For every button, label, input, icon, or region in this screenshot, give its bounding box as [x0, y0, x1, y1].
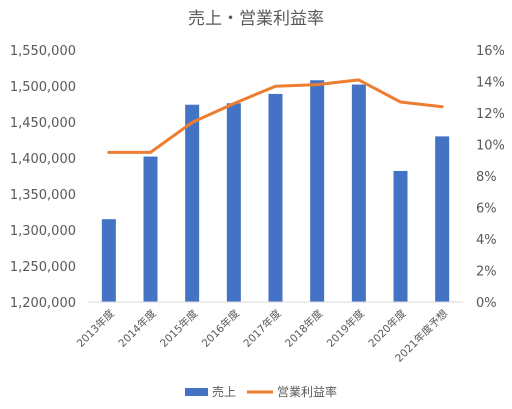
bar — [185, 104, 200, 302]
x-tick-label: 2015年度 — [157, 307, 200, 350]
legend: 売上 営業利益率 — [185, 384, 337, 399]
left-tick-label: 1,450,000 — [10, 116, 76, 131]
bar — [393, 170, 408, 302]
profit-margin-line — [107, 78, 444, 154]
bar — [435, 136, 450, 302]
left-tick-label: 1,300,000 — [10, 224, 76, 239]
left-tick-label: 1,350,000 — [10, 188, 76, 203]
left-tick-label: 1,500,000 — [10, 80, 76, 95]
left-tick-label: 1,250,000 — [10, 260, 76, 275]
legend-label-margin: 営業利益率 — [277, 384, 337, 399]
x-tick-label: 2020年度 — [366, 307, 409, 350]
left-axis: 1,200,000 1,250,000 1,300,000 1,350,000 1,40… — [10, 44, 76, 311]
x-tick-label: 2017年度 — [241, 307, 284, 350]
right-tick-label: 4% — [476, 233, 497, 248]
right-axis: 0% 2% 4% 6% 8% 10% 12% 14% 16% — [476, 44, 505, 311]
right-tick-label: 0% — [476, 296, 497, 311]
bar — [351, 84, 366, 302]
right-tick-label: 10% — [476, 139, 505, 154]
bar — [268, 93, 283, 302]
x-tick-label: 2016年度 — [199, 307, 242, 350]
bar — [226, 103, 241, 302]
right-tick-label: 14% — [476, 76, 505, 91]
right-tick-label: 16% — [476, 44, 505, 59]
line-series — [107, 78, 444, 154]
x-axis: 2013年度 2014年度 2015年度 2016年度 2017年度 2018年度 2019… — [74, 307, 450, 365]
bar-series — [101, 80, 450, 303]
bar — [101, 219, 116, 302]
bar — [143, 156, 158, 302]
right-tick-label: 6% — [476, 202, 497, 217]
x-tick-label: 2014年度 — [116, 307, 159, 350]
x-tick-label: 2019年度 — [324, 307, 367, 350]
legend-label-sales: 売上 — [212, 384, 236, 399]
left-tick-label: 1,200,000 — [10, 296, 76, 311]
bar — [310, 80, 325, 303]
legend-swatch-sales — [185, 388, 208, 396]
right-tick-label: 8% — [476, 170, 497, 185]
right-tick-label: 12% — [476, 107, 505, 122]
left-tick-label: 1,400,000 — [10, 152, 76, 167]
left-tick-label: 1,550,000 — [10, 44, 76, 59]
x-tick-label: 2018年度 — [282, 307, 325, 350]
chart-title: 売上・営業利益率 — [188, 9, 324, 29]
x-tick-label: 2013年度 — [74, 307, 117, 350]
right-tick-label: 2% — [476, 265, 497, 280]
